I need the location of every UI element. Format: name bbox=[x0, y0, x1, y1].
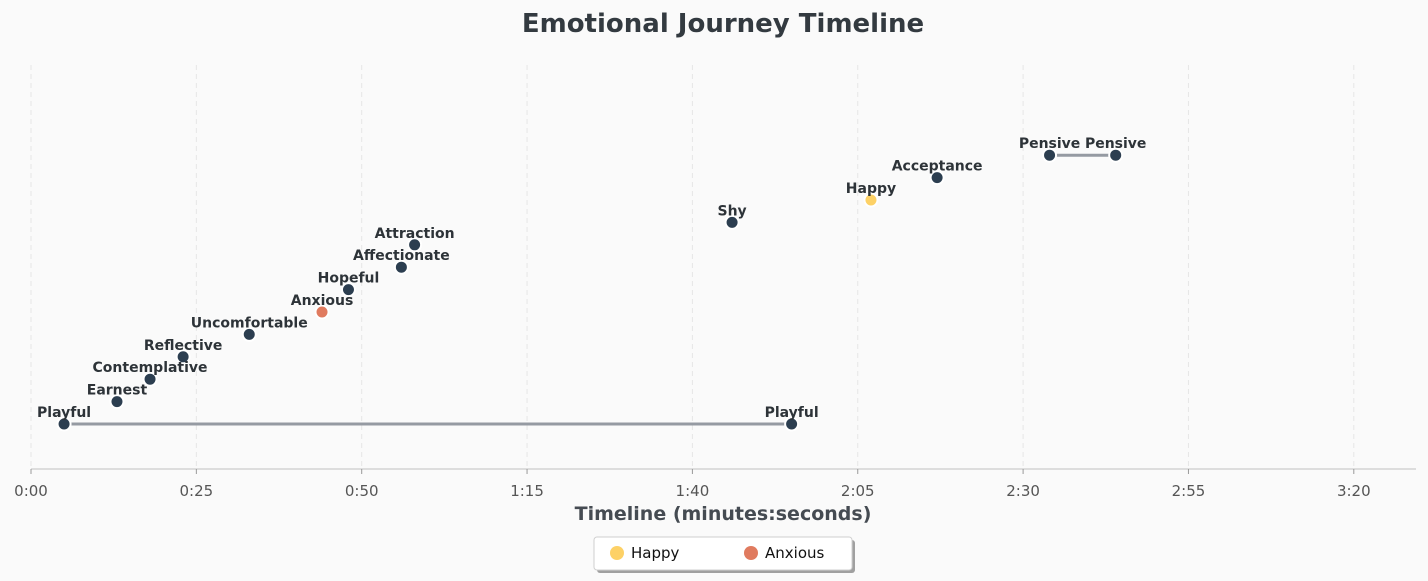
data-point bbox=[393, 259, 409, 275]
point-label: Earnest bbox=[87, 383, 148, 399]
data-point bbox=[1108, 147, 1124, 163]
legend-label: Happy bbox=[631, 544, 680, 562]
point-label: Affectionate bbox=[353, 248, 450, 264]
data-point bbox=[109, 394, 125, 410]
legend-items: Happy Anxious bbox=[610, 544, 824, 562]
point-labels: Playful Playful Earnest Contemplative Reflec… bbox=[37, 136, 1146, 421]
point-label: Hopeful bbox=[318, 271, 380, 287]
point-label: Playful bbox=[37, 405, 91, 421]
data-point bbox=[175, 349, 191, 365]
data-point bbox=[1042, 147, 1058, 163]
data-point bbox=[407, 237, 423, 253]
x-tick-label: 1:15 bbox=[510, 482, 544, 500]
x-tick-label: 2:55 bbox=[1172, 482, 1206, 500]
data-point bbox=[863, 192, 879, 208]
data-point bbox=[314, 304, 330, 320]
legend-marker bbox=[744, 546, 758, 560]
point-label: Acceptance bbox=[892, 159, 983, 175]
data-points bbox=[56, 147, 1124, 432]
legend: Happy Anxious bbox=[593, 536, 855, 573]
x-tick-label: 2:30 bbox=[1006, 482, 1040, 500]
x-tick-label: 3:20 bbox=[1337, 482, 1371, 500]
x-axis-label: Timeline (minutes:seconds) bbox=[575, 503, 872, 525]
chart-title: Emotional Journey Timeline bbox=[522, 9, 924, 39]
data-point bbox=[784, 416, 800, 432]
data-point bbox=[929, 170, 945, 186]
point-label: Reflective bbox=[144, 338, 223, 354]
data-point bbox=[56, 416, 72, 432]
x-axis-ticks: 0:00 0:25 0:50 1:15 1:40 2:05 2:30 2:55 3:20 bbox=[14, 469, 1371, 500]
x-tick-label: 2:05 bbox=[841, 482, 875, 500]
data-point bbox=[142, 371, 158, 387]
point-label: Pensive bbox=[1085, 136, 1146, 152]
x-tick-label: 0:50 bbox=[345, 482, 379, 500]
data-point bbox=[340, 282, 356, 298]
x-tick-label: 0:25 bbox=[180, 482, 214, 500]
point-label: Anxious bbox=[291, 293, 354, 309]
connector-lines bbox=[64, 153, 1116, 426]
point-label: Happy bbox=[846, 181, 896, 197]
point-label: Playful bbox=[765, 405, 819, 421]
grid-lines bbox=[30, 65, 1355, 469]
legend-marker bbox=[610, 546, 624, 560]
point-label: Attraction bbox=[375, 226, 455, 242]
x-tick-label: 0:00 bbox=[14, 482, 48, 500]
point-label: Pensive bbox=[1019, 136, 1080, 152]
point-label: Uncomfortable bbox=[191, 315, 308, 331]
legend-label: Anxious bbox=[765, 544, 824, 562]
data-point bbox=[241, 326, 257, 342]
point-label: Shy bbox=[717, 203, 746, 219]
data-point bbox=[724, 214, 740, 230]
legend-box bbox=[593, 536, 853, 571]
point-label: Contemplative bbox=[93, 360, 208, 376]
x-tick-label: 1:40 bbox=[676, 482, 710, 500]
